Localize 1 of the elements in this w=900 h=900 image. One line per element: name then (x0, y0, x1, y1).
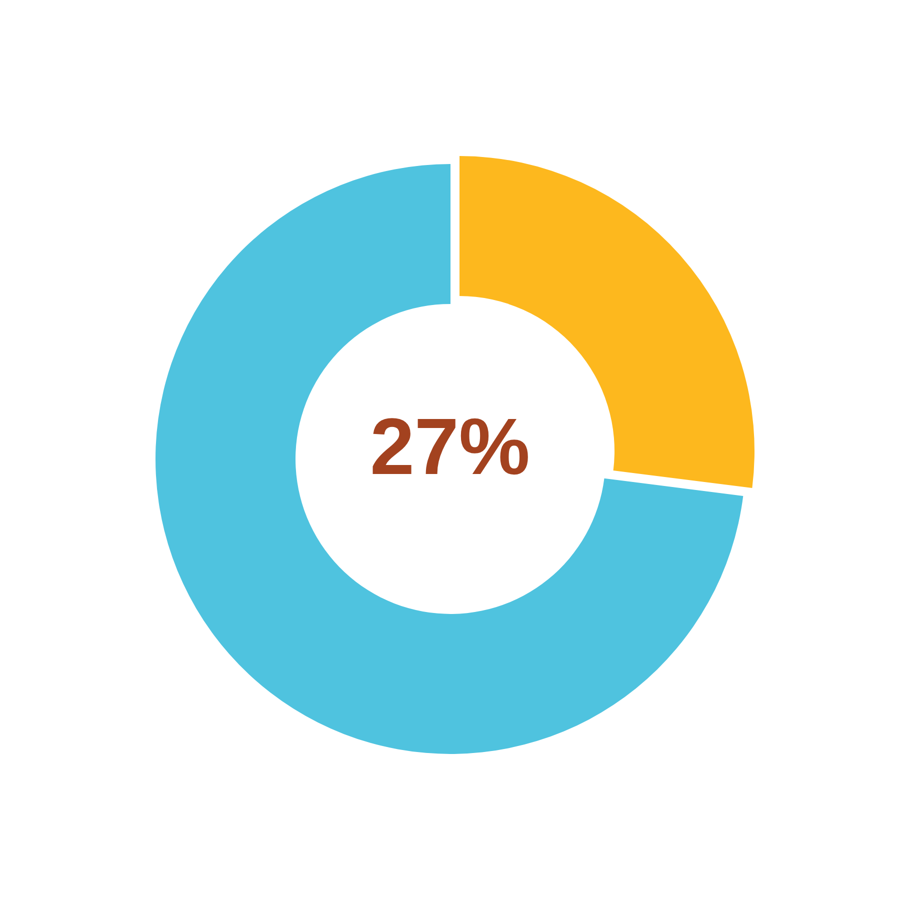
text: 27% (368, 402, 532, 492)
